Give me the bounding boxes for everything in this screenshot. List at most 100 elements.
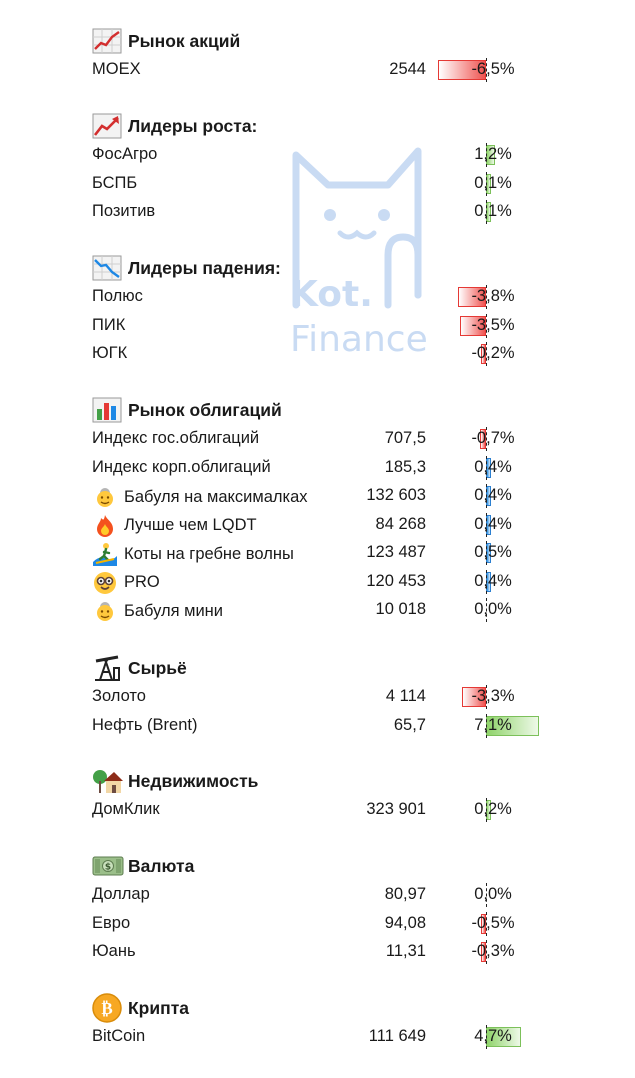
row-item: Евро 94,08 -0,5% (92, 910, 552, 939)
row-label-text: Индекс гос.облигаций (92, 429, 260, 447)
row-change: 0,2% (474, 800, 512, 818)
row-item: ФосАгро 1,2% (92, 141, 552, 170)
row-change: 4,7% (474, 1027, 512, 1045)
zero-axis (486, 143, 487, 167)
row-label: БСПБ (92, 174, 137, 193)
row-label: Золото (92, 687, 146, 706)
row-item: Нефть (Brent) 65,7 7,1% (92, 712, 552, 741)
change-bar (437, 60, 486, 80)
change-bar (461, 687, 486, 707)
grandma-icon (92, 600, 118, 622)
row-item: Полюс -3,8% (92, 283, 552, 312)
row-label: Индекс гос.облигаций (92, 429, 259, 448)
section-header: Рынок акций (92, 26, 552, 56)
row-item: Юань 11,31 -0,3% (92, 938, 552, 967)
fire-icon (92, 514, 118, 537)
row-change: -0,7% (471, 429, 515, 447)
row-value: 4 114 (385, 687, 426, 705)
trend-up-icon (92, 111, 124, 141)
row-item: BitCoin 111 649 4,7% (92, 1023, 552, 1052)
row-label-text: Позитив (92, 202, 156, 220)
row-value: 132 603 (366, 486, 426, 504)
row-label: BitCoin (92, 1027, 145, 1046)
row-change: -0,2% (471, 344, 515, 362)
row-change: 7,1% (474, 715, 512, 734)
row-label: Лучше чем LQDT (92, 514, 257, 537)
svg-text:$: $ (105, 863, 111, 873)
row-item: Коты на гребне волны 123 487 0,5% (92, 539, 552, 568)
row-label: Бабуля на максималках (92, 486, 308, 508)
zero-axis (486, 484, 487, 508)
section-header: Сырьё (92, 653, 552, 683)
section-header: Недвижимость (92, 766, 552, 796)
row-value: 94,08 (384, 913, 426, 932)
section-header: Лидеры падения: (92, 253, 552, 283)
section-title: Сырьё (128, 657, 187, 678)
row-value: 65,7 (393, 715, 426, 734)
change-bar (481, 913, 486, 934)
row-label: ФосАгро (92, 145, 157, 164)
zero-axis (486, 200, 487, 224)
section-title: Лидеры роста: (128, 115, 258, 136)
house-icon (92, 766, 124, 796)
row-value: 10 018 (375, 600, 426, 618)
zero-axis (486, 685, 487, 709)
section-title: Недвижимость (128, 770, 259, 791)
zero-axis (486, 427, 487, 451)
row-change: 0,1% (474, 202, 512, 220)
row-label-text: ФосАгро (92, 145, 158, 163)
grandma-icon (92, 486, 118, 508)
row-label-text: Юань (92, 942, 136, 960)
change-bar (480, 429, 486, 449)
zero-axis (486, 541, 487, 565)
nerd-face-icon (92, 571, 118, 594)
row-item: ДомКлик 323 901 0,2% (92, 796, 552, 825)
row-label: PRO (92, 571, 160, 594)
section-losers: Лидеры падения: Полюс -3,8% ПИК -3,5% ЮГК -0,2… (92, 253, 552, 369)
row-label: Юань (92, 942, 136, 961)
row-label-text: ДомКлик (92, 800, 160, 818)
row-label: Евро (92, 914, 130, 933)
section-header: Лидеры роста: (92, 111, 552, 141)
row-value: 120 453 (366, 571, 426, 590)
row-value: 2544 (389, 60, 426, 78)
row-label: Индекс корп.облигаций (92, 458, 271, 477)
row-item: БСПБ 0,1% (92, 170, 552, 199)
row-change: 0,4% (474, 514, 512, 533)
row-label-text: Золото (92, 687, 146, 705)
zero-axis (486, 455, 487, 480)
zero-axis (486, 342, 487, 366)
section-crypto: ₿ Крипта BitCoin 111 649 4,7% (92, 993, 552, 1052)
section-stocks: Рынок акций MOEX 2544 -6,5% (92, 26, 552, 85)
row-item: ЮГК -0,2% (92, 340, 552, 369)
row-change: 0,5% (474, 543, 512, 561)
row-label: Бабуля мини (92, 600, 223, 622)
row-label-text: Нефть (Brent) (92, 715, 198, 734)
row-label: ПИК (92, 316, 125, 335)
change-bar (457, 287, 486, 307)
row-item: PRO 120 453 0,4% (92, 568, 552, 597)
row-change: 0,4% (474, 486, 512, 504)
svg-text:₿: ₿ (101, 999, 112, 1019)
section-title: Лидеры падения: (128, 257, 281, 278)
bitcoin-icon: ₿ (92, 993, 124, 1023)
row-label-text: БСПБ (92, 173, 138, 192)
bar-chart-icon (92, 395, 124, 425)
row-label-text: Евро (92, 913, 131, 932)
row-label: ЮГК (92, 344, 127, 363)
section-header: ₿ Крипта (92, 993, 552, 1023)
row-change: 0,4% (474, 571, 512, 590)
row-label-text: ЮГК (92, 344, 128, 362)
row-item: Индекс корп.облигаций 185,3 0,4% (92, 454, 552, 483)
row-item: Бабуля мини 10 018 0,0% (92, 596, 552, 625)
row-change: -0,5% (471, 913, 515, 932)
row-value: 11,31 (385, 942, 426, 960)
oil-pump-icon (92, 653, 124, 683)
row-change: -3,8% (471, 287, 515, 305)
row-change: 1,2% (474, 145, 512, 163)
section-header: Рынок облигаций (92, 395, 552, 425)
row-label-text: Коты на гребне волны (124, 544, 294, 563)
change-bar (481, 942, 486, 962)
section-currency: $ Валюта Доллар 80,97 0,0% Евро 94,08 -0,5% Юань… (92, 851, 552, 967)
row-change: 0,0% (474, 885, 512, 903)
